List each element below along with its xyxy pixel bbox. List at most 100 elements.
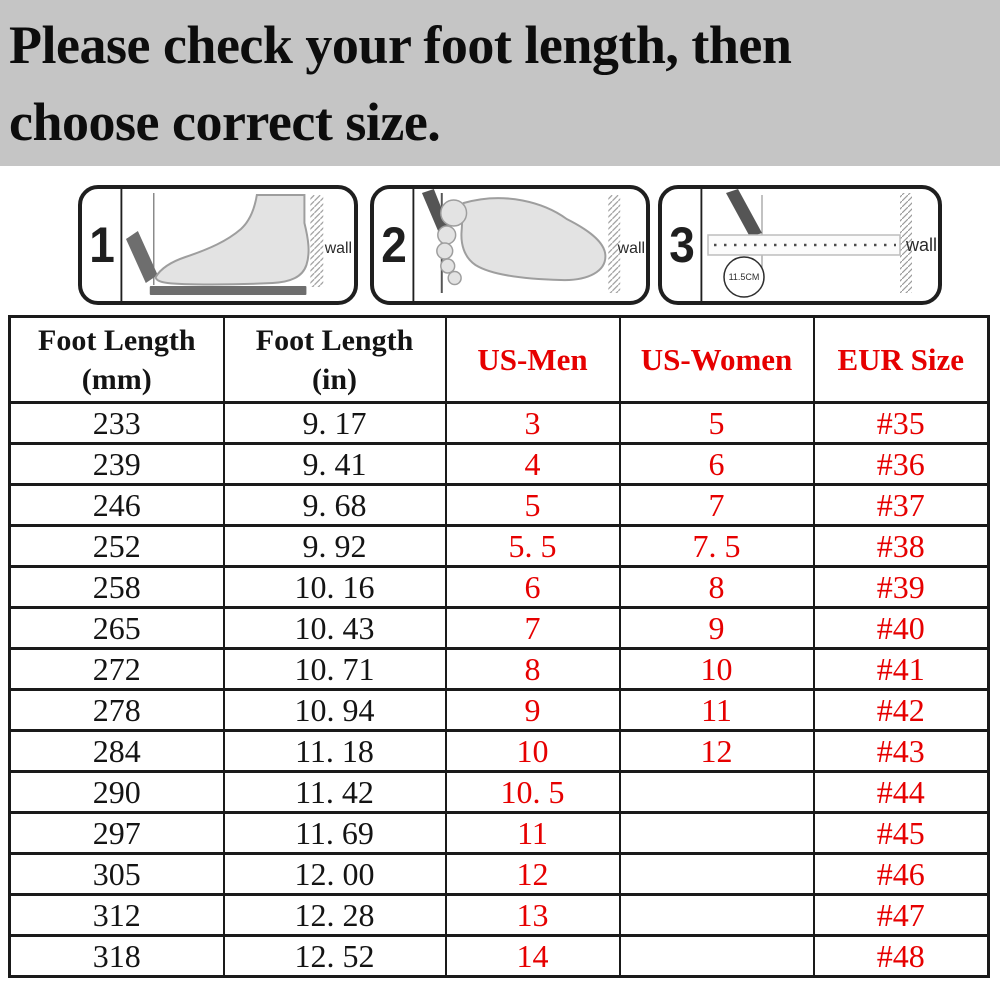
cell-us-women: 12: [618, 729, 815, 773]
cell-foot-length-mm: 233: [8, 401, 225, 445]
foot-top-measure-icon: wall: [421, 189, 645, 293]
cell-us-men: 8: [444, 647, 621, 691]
cell-foot-length-in: 11. 18: [222, 729, 447, 773]
cell-eur-size: #45: [812, 811, 990, 855]
cell-foot-length-in: 9. 41: [222, 442, 447, 486]
cell-foot-length-in: 12. 28: [222, 893, 447, 937]
cell-eur-size: #43: [812, 729, 990, 773]
cell-foot-length-in: 10. 71: [222, 647, 447, 691]
step-2-number: 2: [376, 189, 415, 301]
cell-us-men: 5: [444, 483, 621, 527]
cell-us-men: 13: [444, 893, 621, 937]
cell-us-women: 11: [618, 688, 815, 732]
cell-foot-length-mm: 252: [8, 524, 225, 568]
cell-us-women: 5: [618, 401, 815, 445]
header-eur-size: EUR Size: [812, 315, 990, 404]
wall-label: wall: [905, 235, 937, 255]
cell-foot-length-mm: 258: [8, 565, 225, 609]
wall-label: wall: [324, 240, 352, 257]
foot-top-icon: [460, 197, 607, 282]
header-line: (mm): [81, 362, 152, 396]
pencil-icon: [726, 189, 762, 237]
cell-foot-length-mm: 290: [8, 770, 225, 814]
cell-us-men: 14: [444, 934, 621, 978]
cell-foot-length-mm: 272: [8, 647, 225, 691]
table-row: 290 11. 42 10. 5 #44: [8, 770, 990, 814]
table-row: 278 10. 94 9 11 #42: [8, 688, 990, 732]
header-line: Foot Length: [38, 323, 196, 357]
table-row: 305 12. 00 12 #46: [8, 852, 990, 896]
header-line: Foot Length: [255, 323, 414, 357]
cell-eur-size: #37: [812, 483, 990, 527]
step-2-panel: 2 wall: [370, 185, 650, 305]
toe-circles: [436, 199, 468, 286]
cell-foot-length-mm: 284: [8, 729, 225, 773]
table-body: 233 9. 17 3 5 #35 239 9. 41 4 6 #36 246 …: [8, 401, 990, 978]
cell-eur-size: #42: [812, 688, 990, 732]
header-us-women: US-Women: [618, 315, 815, 404]
cell-us-men: 9: [444, 688, 621, 732]
cell-us-men: 10: [444, 729, 621, 773]
table-row: 284 11. 18 10 12 #43: [8, 729, 990, 773]
cell-foot-length-in: 10. 16: [222, 565, 447, 609]
floor-line: [149, 286, 307, 295]
table-row: 318 12. 52 14 #48: [8, 934, 990, 978]
step-3-number: 3: [664, 189, 703, 301]
header-row: Foot Length (mm) Foot Length (in) US-Men…: [8, 315, 990, 404]
cell-us-men: 5. 5: [444, 524, 621, 568]
cell-us-men: 6: [444, 565, 621, 609]
cell-us-women: 6: [618, 442, 815, 486]
wall-hatch: [608, 195, 621, 293]
cell-us-women: [618, 893, 815, 937]
cell-us-women: 7. 5: [618, 524, 815, 568]
cell-eur-size: #41: [812, 647, 990, 691]
cell-us-men: 12: [444, 852, 621, 896]
cell-eur-size: #44: [812, 770, 990, 814]
foot-side-measure-icon: wall: [125, 193, 352, 295]
header-foot-length-mm: Foot Length (mm): [8, 315, 225, 404]
foot-side-icon: [154, 194, 310, 286]
measuring-board-icon: [125, 231, 158, 283]
step-1-panel: 1 wall: [78, 185, 358, 305]
cell-eur-size: #40: [812, 606, 990, 650]
cell-eur-size: #35: [812, 401, 990, 445]
cell-foot-length-mm: 265: [8, 606, 225, 650]
step-1-illustration: wall: [124, 189, 354, 301]
pencil-icon: [421, 189, 450, 235]
table-row: 246 9. 68 5 7 #37: [8, 483, 990, 527]
cell-us-women: [618, 811, 815, 855]
step-2-illustration: wall: [416, 189, 646, 301]
banner-title-line2: choose correct size.: [9, 92, 441, 152]
table-row: 272 10. 71 8 10 #41: [8, 647, 990, 691]
cell-foot-length-mm: 246: [8, 483, 225, 527]
cell-foot-length-in: 12. 00: [222, 852, 447, 896]
cell-foot-length-in: 9. 68: [222, 483, 447, 527]
cell-us-men: 4: [444, 442, 621, 486]
cell-eur-size: #38: [812, 524, 990, 568]
banner-title-line1: Please check your foot length, then: [9, 15, 792, 75]
instruction-banner: Please check your foot length, then choo…: [0, 0, 1000, 166]
table-row: 312 12. 28 13 #47: [8, 893, 990, 937]
table-row: 258 10. 16 6 8 #39: [8, 565, 990, 609]
step-3-illustration: 11.5CM wall: [704, 189, 938, 301]
cell-foot-length-in: 9. 17: [222, 401, 447, 445]
cell-foot-length-mm: 278: [8, 688, 225, 732]
cell-eur-size: #39: [812, 565, 990, 609]
measure-circle: [723, 256, 765, 298]
cell-eur-size: #46: [812, 852, 990, 896]
header-line: (in): [312, 362, 357, 396]
table-row: 233 9. 17 3 5 #35: [8, 401, 990, 445]
cell-eur-size: #48: [812, 934, 990, 978]
size-chart-table: Foot Length (mm) Foot Length (in) US-Men…: [8, 315, 990, 978]
cell-us-women: [618, 934, 815, 978]
table-row: 297 11. 69 11 #45: [8, 811, 990, 855]
cell-us-men: 10. 5: [444, 770, 621, 814]
cell-foot-length-mm: 239: [8, 442, 225, 486]
table-header: Foot Length (mm) Foot Length (in) US-Men…: [8, 315, 990, 404]
ruler-length-label: 11.5CM: [729, 272, 760, 282]
cell-foot-length-in: 11. 69: [222, 811, 447, 855]
cell-us-women: 8: [618, 565, 815, 609]
step-1-number: 1: [84, 189, 123, 301]
cell-foot-length-mm: 312: [8, 893, 225, 937]
cell-us-women: 9: [618, 606, 815, 650]
